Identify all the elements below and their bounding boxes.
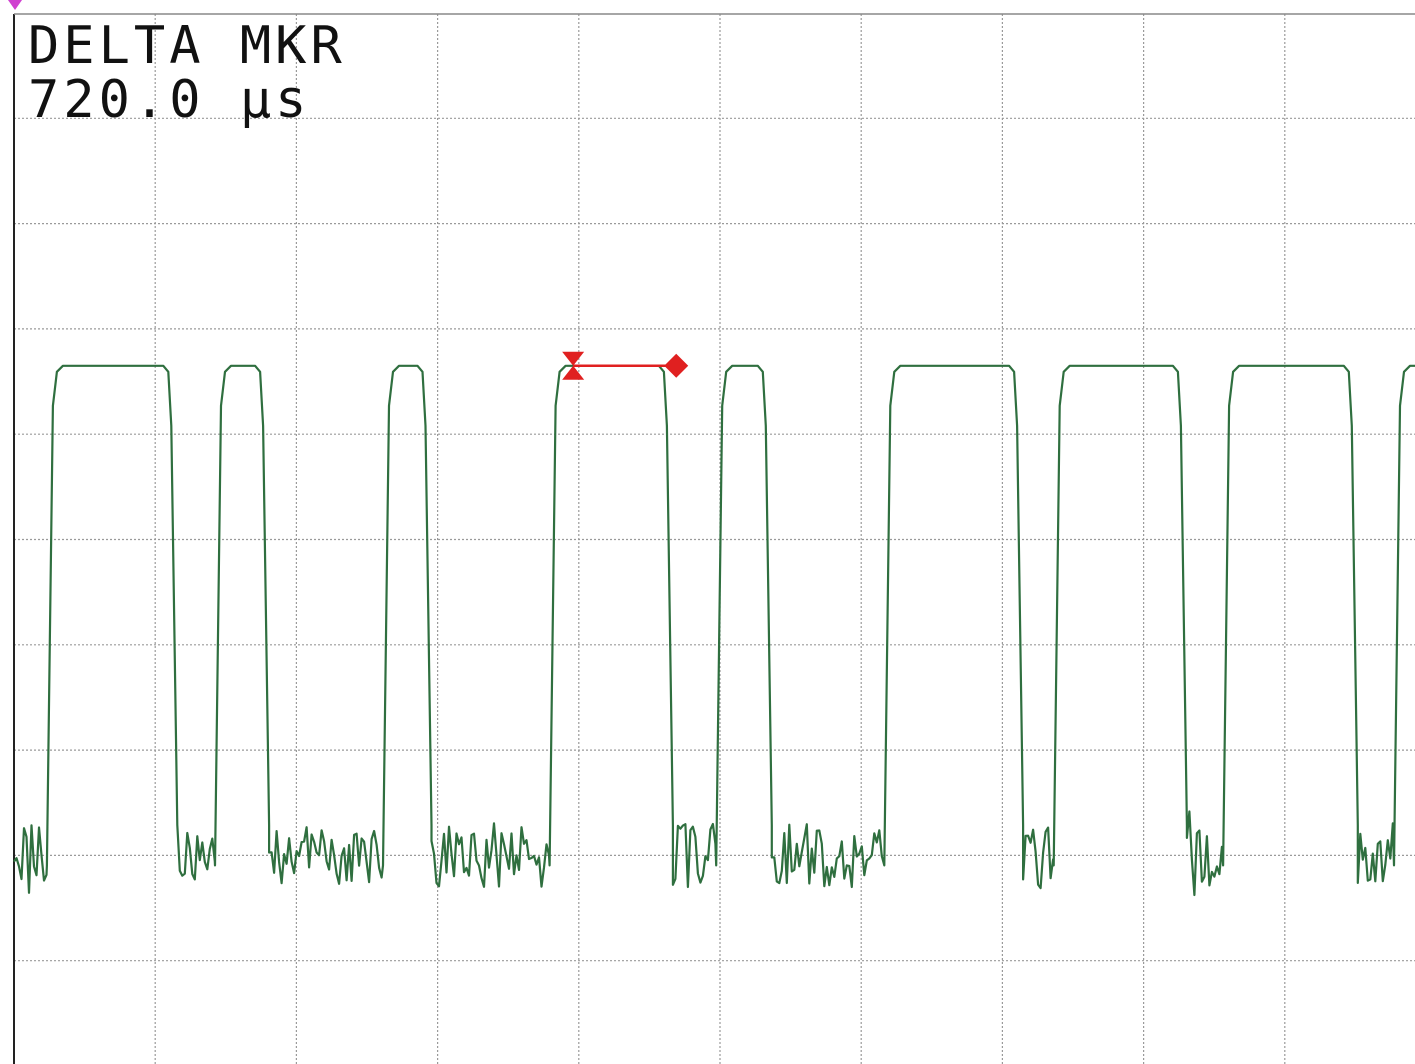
delta-marker-label: DELTA MKR — [28, 16, 346, 76]
signal-trace — [13, 364, 1415, 897]
delta-marker-a[interactable] — [562, 351, 585, 380]
graticule — [14, 14, 1415, 1064]
delta-marker-value: 720.0 µs — [28, 70, 311, 130]
trace-layer — [13, 364, 1415, 897]
reference-marker-icon — [8, 0, 22, 10]
delta-marker-b[interactable] — [664, 353, 689, 378]
marker-layer — [8, 0, 689, 380]
